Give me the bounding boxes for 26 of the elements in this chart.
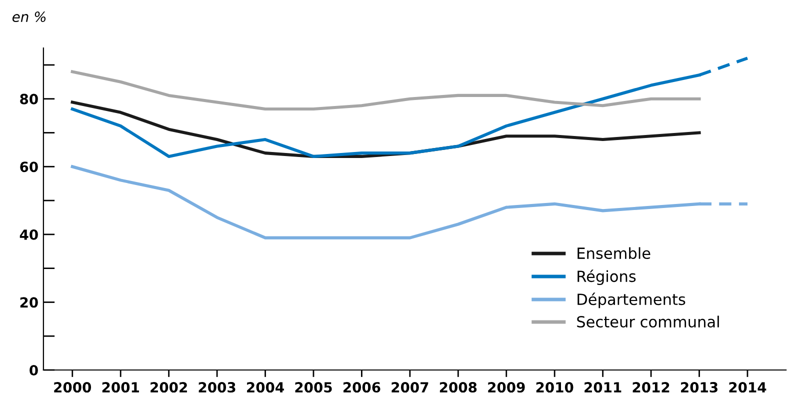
x-tick-label: 2007 [392,382,428,393]
y-tick-label: 60 [20,162,38,172]
y-axis-title: en % [12,12,46,22]
line-series [70,70,701,111]
x-tick-label: 2000 [54,382,92,393]
x-tick-label: 2006 [343,382,380,393]
x-tick-label: 2010 [536,382,574,393]
legend-label: Départements [578,292,686,308]
x-tick-label: 2003 [198,382,236,393]
x-tick-label: 2008 [440,382,477,393]
x-tick-label: 2002 [150,382,187,393]
y-tick-label: 40 [20,229,38,240]
x-tick-label: 2004 [247,382,284,393]
x-tick-label: 2013 [681,382,718,393]
y-tick-label: 0 [30,364,38,376]
x-tick-label: 2001 [102,382,139,393]
legend-label: Secteur communal [577,316,719,328]
x-tick-label: 2014 [729,382,766,393]
y-tick-label: 80 [20,94,38,104]
x-tick-label: 2005 [295,382,332,393]
x-tick-label: 2011 [584,382,622,393]
legend-label: Régions [578,270,636,286]
x-tick-label: 2012 [632,382,670,393]
x-tick-label: 2009 [488,382,525,393]
y-tick-label: 20 [20,297,38,308]
legend-label: Ensemble [578,247,650,260]
